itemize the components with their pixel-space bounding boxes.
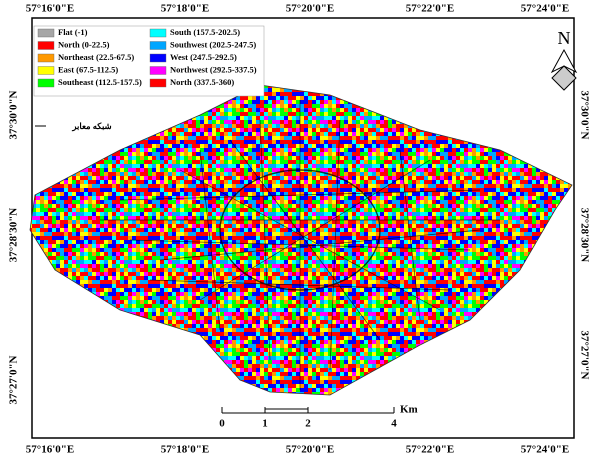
bottom-coordinate: 57°22'0"E [406, 444, 454, 456]
bottom-coordinate: 57°16'0"E [26, 444, 74, 456]
top-coordinate: 57°16'0"E [26, 3, 74, 15]
bottom-coordinate: 57°24'0"E [521, 444, 569, 456]
legend-label: East (67.5-112.5) [58, 64, 118, 74]
scale-bar: 0 1 2 4Km [219, 404, 417, 430]
scale-label: 4 [391, 418, 397, 430]
legend-label: Southwest (202.5-247.5) [170, 39, 256, 49]
right-coordinate: 37°27'0"N [578, 330, 590, 379]
scale-label: 2 [305, 418, 311, 430]
legend-label: Northwest (292.5-337.5) [170, 64, 257, 74]
road-label: شبکه معابر [71, 121, 111, 132]
right-coordinate: 37°30'0"N [578, 90, 590, 139]
legend-label: West (247.5-292.5) [170, 52, 237, 62]
right-coordinate: 37°28'30"N [578, 208, 590, 263]
top-coordinate: 57°18'0"E [161, 3, 209, 15]
bottom-coordinate: 57°18'0"E [161, 444, 209, 456]
aspect-raster [30, 85, 572, 395]
legend-swatch [38, 67, 54, 75]
legend-label: North (337.5-360) [170, 77, 234, 87]
legend-label: South (157.5-202.5) [170, 27, 240, 37]
map-figure: شبکه معابر Flat (-1) North (0-22.5) Northe… [0, 0, 597, 461]
legend-label: Northeast (22.5-67.5) [58, 52, 134, 62]
north-label: N [558, 28, 571, 48]
scale-label: 1 [262, 418, 268, 430]
left-coordinate: 37°28'30"N [8, 208, 20, 263]
north-arrow: N [552, 28, 576, 90]
legend-swatch [38, 54, 54, 62]
legend-swatch [150, 79, 166, 87]
legend-swatch [38, 79, 54, 87]
top-coordinate: 57°22'0"E [406, 3, 454, 15]
legend-label: North (0-22.5) [58, 39, 110, 49]
legend-swatch [38, 42, 54, 50]
left-coordinate: 37°27'0"N [8, 355, 20, 404]
top-coordinate: 57°24'0"E [521, 3, 569, 15]
scale-unit: Km [400, 404, 418, 416]
legend-swatch [150, 42, 166, 50]
bottom-coordinate: 57°20'0"E [286, 444, 334, 456]
legend-label: Flat (-1) [58, 27, 88, 37]
top-coordinate: 57°20'0"E [286, 3, 334, 15]
legend: Flat (-1) North (0-22.5) Northeast (22.5-6… [34, 26, 264, 96]
legend-swatch [150, 54, 166, 62]
legend-swatch [38, 29, 54, 37]
legend-swatch [150, 67, 166, 75]
scale-label: 0 [219, 418, 225, 430]
legend-swatch [150, 29, 166, 37]
left-coordinate: 37°30'0"N [8, 90, 20, 139]
legend-label: Southeast (112.5-157.5) [58, 77, 142, 87]
